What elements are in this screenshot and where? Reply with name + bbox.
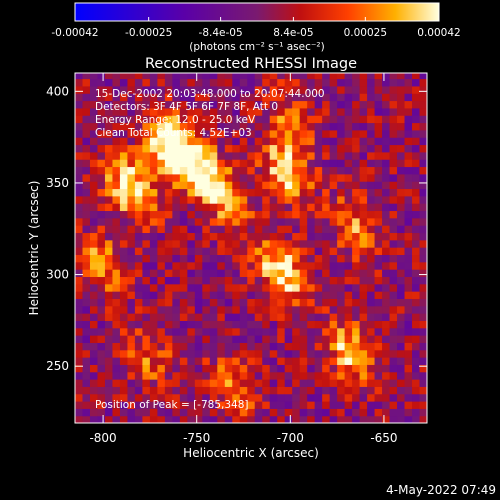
x-axis-label: Heliocentric X (arcsec) (183, 446, 319, 460)
colorbar-tick-label: 0.00042 (417, 27, 460, 39)
annotation-time: 15-Dec-2002 20:03:48.000 to 20:07:44.000 (95, 88, 325, 100)
timestamp: 4-May-2022 07:49 (386, 483, 496, 497)
x-tick-label: -650 (370, 431, 397, 445)
axis-ticks: -800 -750 -700 -650 250 300 350 400 (46, 73, 427, 445)
plot-frame (74, 72, 428, 424)
annotation-energy: Energy Range: 12.0 - 25.0 keV (95, 114, 256, 126)
x-tick-label: -800 (89, 431, 116, 445)
colorbar-tick-label: 8.4e-05 (273, 27, 313, 39)
chart-title: Reconstructed RHESSI Image (145, 56, 357, 72)
heatmap-image (75, 73, 427, 423)
colorbar (74, 2, 440, 22)
annotation-counts: Clean Total Counts: 4.52E+03 (95, 127, 252, 139)
colorbar-ticks: -0.00042 -0.00025 -8.4e-05 8.4e-05 0.00025 0.… (51, 17, 461, 39)
colorbar-tick-label: -0.00025 (125, 27, 172, 39)
colorbar-units: (photons cm⁻² s⁻¹ asec⁻²) (189, 41, 324, 53)
y-tick-label: 400 (46, 84, 69, 98)
colorbar-tick-label: -0.00042 (51, 27, 98, 39)
colorbar-tick-label: 0.00025 (344, 27, 387, 39)
y-tick-label: 350 (46, 176, 69, 190)
peak-position-label: Position of Peak = [-785,348] (95, 399, 249, 411)
x-tick-label: -750 (183, 431, 210, 445)
y-tick-label: 250 (46, 359, 69, 373)
colorbar-tick-label: -8.4e-05 (199, 27, 243, 39)
x-tick-label: -700 (277, 431, 304, 445)
y-axis-label: Heliocentric Y (arcsec) (27, 181, 41, 316)
y-tick-label: 300 (46, 268, 69, 282)
annotation-detectors: Detectors: 3F 4F 5F 6F 7F 8F, Att 0 (95, 101, 278, 113)
